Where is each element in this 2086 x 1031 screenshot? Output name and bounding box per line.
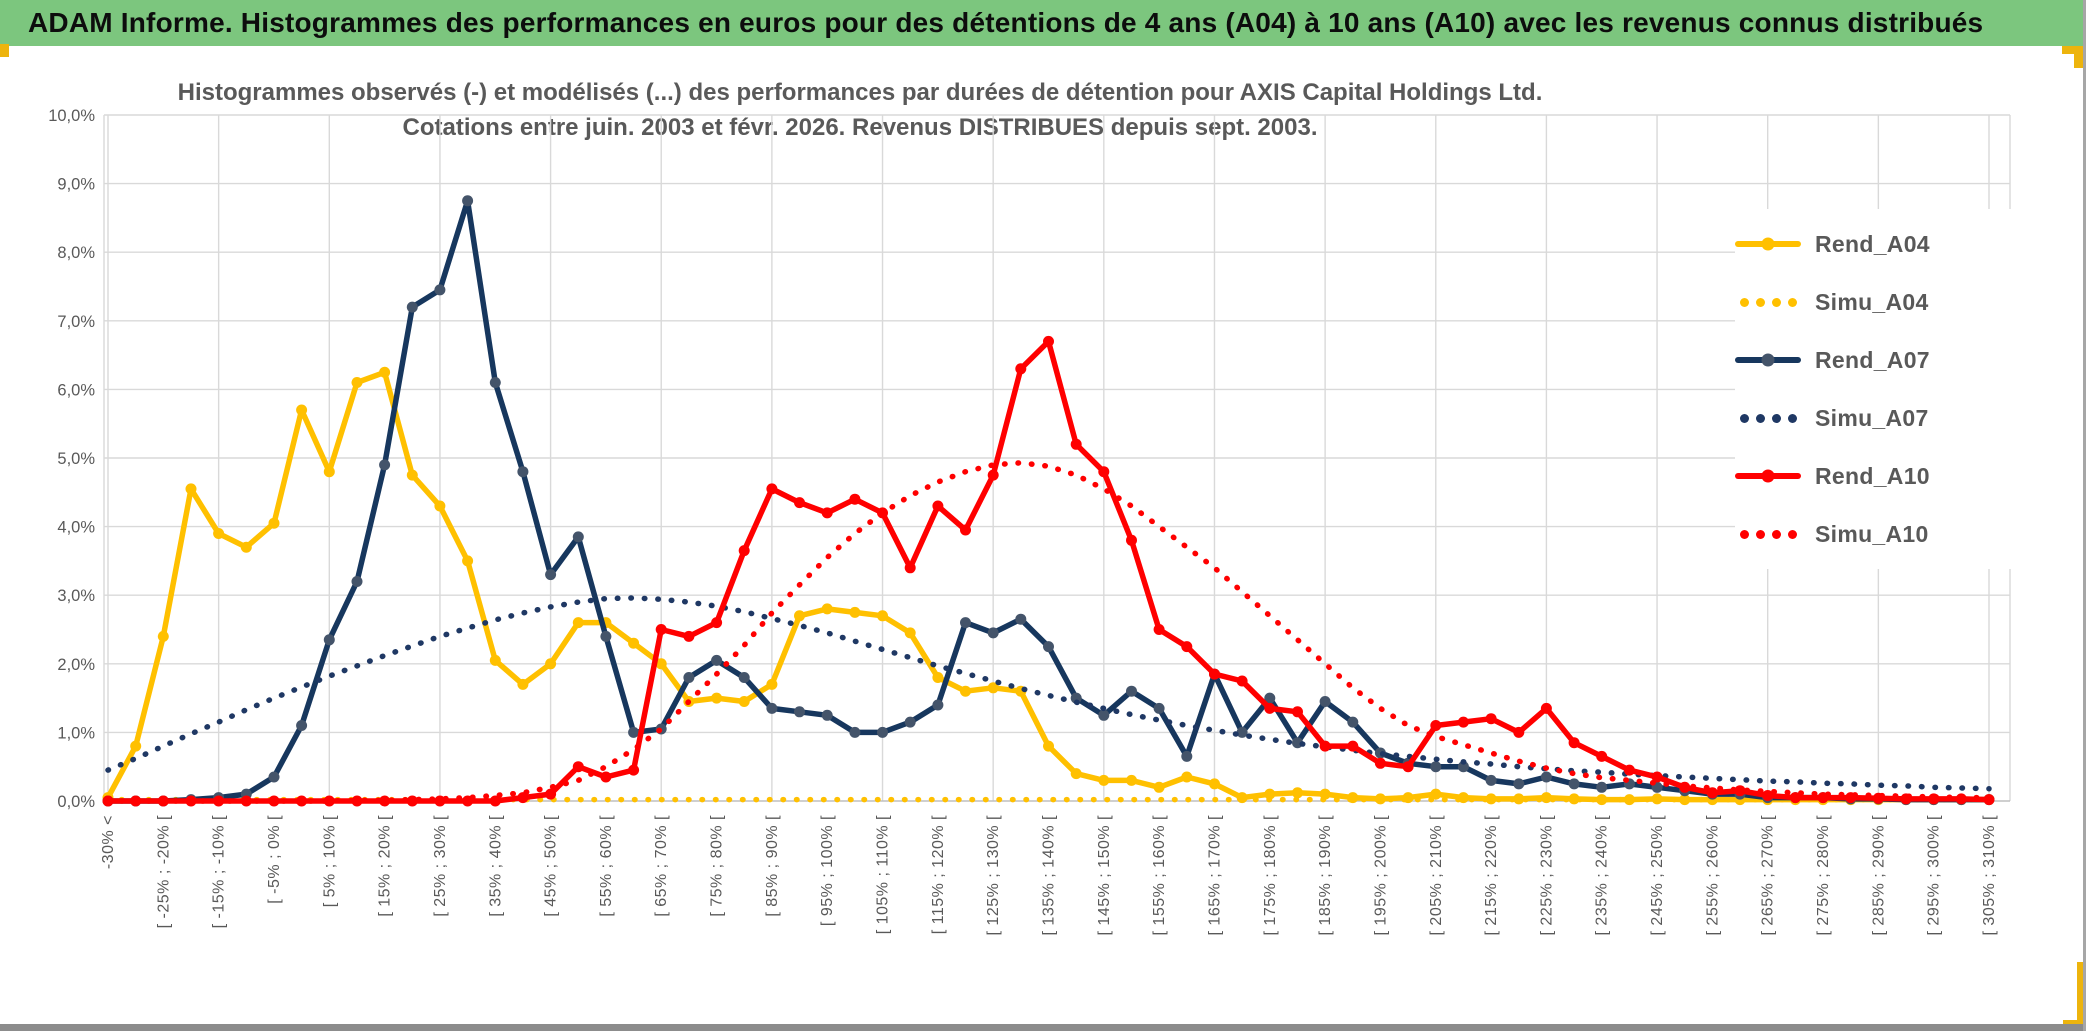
svg-text:[ 275% ; 280% [: [ 275% ; 280% [ xyxy=(1815,815,1832,936)
x-axis-labels: -30% < [ -25% ; -20% [ [ -15% ; -10% [ [ -5… xyxy=(100,815,1998,936)
svg-text:6,0%: 6,0% xyxy=(57,381,95,399)
svg-text:8,0%: 8,0% xyxy=(57,244,95,262)
svg-text:[ 105% ; 110% [: [ 105% ; 110% [ xyxy=(875,815,892,934)
legend: Rend_A04 Simu_A04 Rend_A07 Simu_A07 Rend… xyxy=(1735,209,2065,569)
svg-text:[ 255% ; 260% [: [ 255% ; 260% [ xyxy=(1704,815,1721,936)
svg-text:-30% <: -30% < xyxy=(100,815,117,869)
svg-text:4,0%: 4,0% xyxy=(57,519,95,537)
svg-text:[ 205% ; 210% [: [ 205% ; 210% [ xyxy=(1428,815,1445,936)
series-simu_a10 xyxy=(105,460,1992,804)
svg-text:2,0%: 2,0% xyxy=(57,656,95,674)
svg-text:5,0%: 5,0% xyxy=(57,450,95,468)
yellow-border-notch-left xyxy=(0,44,9,57)
svg-text:0,0%: 0,0% xyxy=(57,793,95,811)
legend-dots-sample xyxy=(1735,297,1801,307)
svg-text:[ 15% ; 20% [: [ 15% ; 20% [ xyxy=(377,815,394,917)
legend-item-rend-a04[interactable]: Rend_A04 xyxy=(1735,215,2065,273)
svg-text:[ 245% ; 250% [: [ 245% ; 250% [ xyxy=(1649,815,1666,936)
legend-label: Rend_A04 xyxy=(1815,230,1930,257)
svg-text:1,0%: 1,0% xyxy=(57,724,95,742)
svg-text:[ -5% ; 0% [: [ -5% ; 0% [ xyxy=(266,815,283,904)
svg-text:[ 175% ; 180% [: [ 175% ; 180% [ xyxy=(1262,815,1279,936)
svg-text:[ 5% ; 10% [: [ 5% ; 10% [ xyxy=(321,815,338,907)
series-rend_a07 xyxy=(102,195,1995,807)
legend-label: Rend_A07 xyxy=(1815,346,1930,373)
legend-label: Simu_A10 xyxy=(1815,520,1929,547)
svg-text:3,0%: 3,0% xyxy=(57,587,95,605)
legend-line-sample xyxy=(1735,353,1801,367)
svg-text:[ 135% ; 140% [: [ 135% ; 140% [ xyxy=(1041,815,1058,936)
svg-text:[ 55% ; 60% [: [ 55% ; 60% [ xyxy=(598,815,615,917)
legend-item-rend-a10[interactable]: Rend_A10 xyxy=(1735,447,2065,505)
title-bar: ADAM Informe. Histogrammes des performan… xyxy=(0,0,2086,46)
svg-text:[ 235% ; 240% [: [ 235% ; 240% [ xyxy=(1594,815,1611,936)
svg-text:7,0%: 7,0% xyxy=(57,313,95,331)
svg-text:[ -25% ; -20% [: [ -25% ; -20% [ xyxy=(155,815,172,928)
series-rend_a04 xyxy=(102,366,1995,806)
svg-text:9,0%: 9,0% xyxy=(57,176,95,194)
svg-text:10,0%: 10,0% xyxy=(48,107,95,125)
svg-text:[ 195% ; 200% [: [ 195% ; 200% [ xyxy=(1372,815,1389,936)
yellow-border-corner-top-right xyxy=(2062,46,2083,54)
legend-dots-sample xyxy=(1735,529,1801,539)
window-bottom-edge xyxy=(0,1024,2086,1031)
svg-text:[ 25% ; 30% [: [ 25% ; 30% [ xyxy=(432,815,449,917)
svg-text:[ 145% ; 150% [: [ 145% ; 150% [ xyxy=(1096,815,1113,936)
legend-label: Simu_A07 xyxy=(1815,404,1929,431)
svg-text:[ 65% ; 70% [: [ 65% ; 70% [ xyxy=(653,815,670,917)
legend-item-simu-a04[interactable]: Simu_A04 xyxy=(1735,273,2065,331)
series-simu_a07 xyxy=(105,595,1992,792)
legend-line-sample xyxy=(1735,237,1801,251)
svg-text:[ 85% ; 90% [: [ 85% ; 90% [ xyxy=(764,815,781,917)
title-bar-text: ADAM Informe. Histogrammes des performan… xyxy=(28,7,1984,38)
svg-text:[ 285% ; 290% [: [ 285% ; 290% [ xyxy=(1870,815,1887,936)
svg-text:[ -15% ; -10% [: [ -15% ; -10% [ xyxy=(211,815,228,928)
svg-text:[ 185% ; 190% [: [ 185% ; 190% [ xyxy=(1317,815,1334,936)
svg-text:[ 165% ; 170% [: [ 165% ; 170% [ xyxy=(1206,815,1223,936)
svg-text:[ 95% ; 100% [: [ 95% ; 100% [ xyxy=(819,815,836,926)
yellow-border-corner-top-right-2 xyxy=(2074,46,2083,68)
legend-label: Rend_A10 xyxy=(1815,462,1930,489)
chart-title: Histogrammes observés (-) et modélisés (… xyxy=(120,75,1600,145)
window-right-edge xyxy=(2083,0,2086,1031)
yellow-border-right xyxy=(2077,962,2083,1024)
legend-line-sample xyxy=(1735,469,1801,483)
legend-item-simu-a07[interactable]: Simu_A07 xyxy=(1735,389,2065,447)
svg-text:[ 125% ; 130% [: [ 125% ; 130% [ xyxy=(985,815,1002,936)
legend-item-rend-a07[interactable]: Rend_A07 xyxy=(1735,331,2065,389)
svg-text:[ 35% ; 40% [: [ 35% ; 40% [ xyxy=(487,815,504,917)
chart-title-line1: Histogrammes observés (-) et modélisés (… xyxy=(177,79,1543,106)
svg-text:[ 225% ; 230% [: [ 225% ; 230% [ xyxy=(1538,815,1555,936)
legend-label: Simu_A04 xyxy=(1815,288,1929,315)
svg-text:[ 265% ; 270% [: [ 265% ; 270% [ xyxy=(1760,815,1777,936)
svg-text:[ 215% ; 220% [: [ 215% ; 220% [ xyxy=(1483,815,1500,936)
chart-title-line2: Cotations entre juin. 2003 et févr. 2026… xyxy=(402,114,1318,141)
legend-item-simu-a10[interactable]: Simu_A10 xyxy=(1735,505,2065,563)
legend-dots-sample xyxy=(1735,413,1801,423)
svg-text:[ 305% ; 310% [: [ 305% ; 310% [ xyxy=(1981,815,1998,936)
gridlines xyxy=(103,114,2011,802)
svg-text:[ 45% ; 50% [: [ 45% ; 50% [ xyxy=(543,815,560,917)
chart-plot-canvas: 0,0% 1,0% 2,0% 3,0% 4,0% 5,0% 6,0% 7,0% 8,0% 9,0%… xyxy=(48,107,2011,936)
svg-text:[ 115% ; 120% [: [ 115% ; 120% [ xyxy=(930,815,947,934)
chart-area: Histogrammes observés (-) et modélisés (… xyxy=(0,57,2083,1022)
svg-text:[ 295% ; 300% [: [ 295% ; 300% [ xyxy=(1926,815,1943,936)
svg-text:[ 75% ; 80% [: [ 75% ; 80% [ xyxy=(709,815,726,917)
y-axis-labels: 0,0% 1,0% 2,0% 3,0% 4,0% 5,0% 6,0% 7,0% 8,0% 9,0%… xyxy=(48,107,95,811)
svg-text:[ 155% ; 160% [: [ 155% ; 160% [ xyxy=(1151,815,1168,936)
series-rend_a10 xyxy=(102,335,1995,807)
